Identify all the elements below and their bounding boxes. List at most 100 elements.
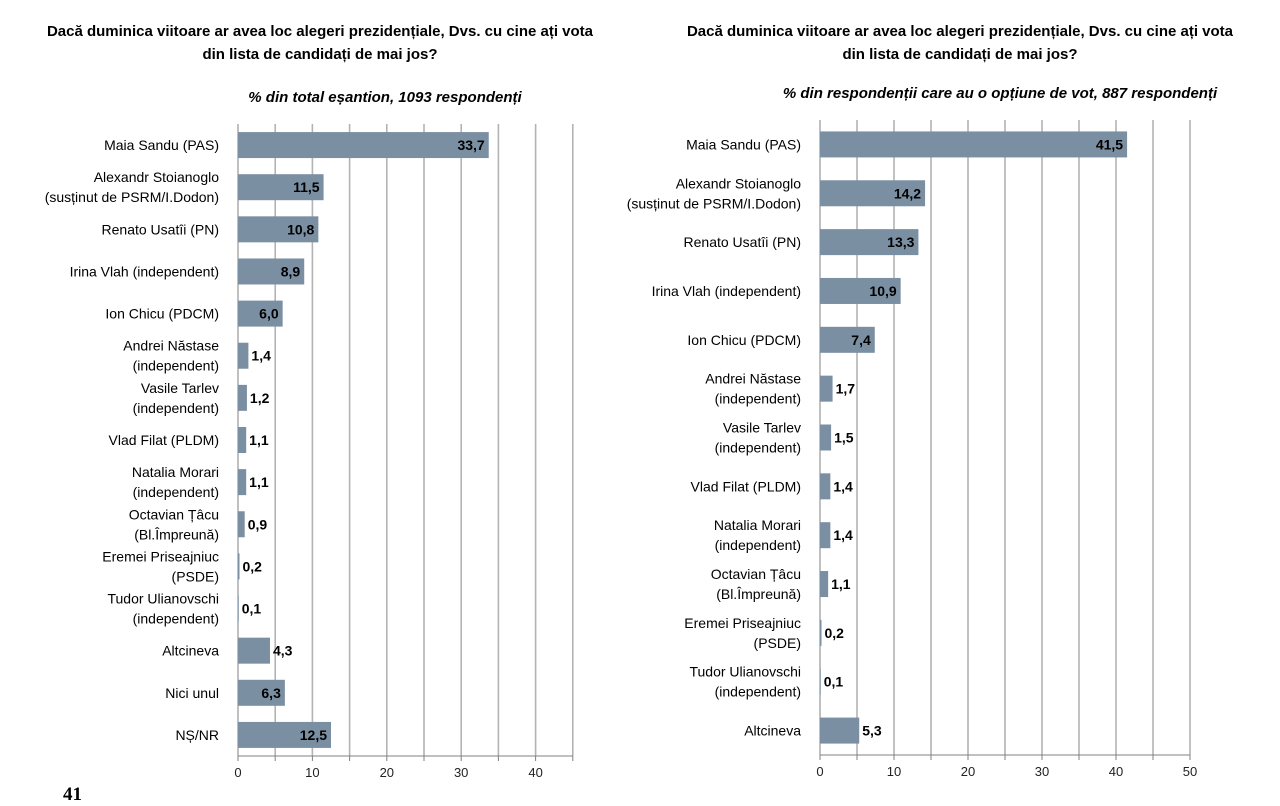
category-label-line: (independent) xyxy=(715,537,801,553)
data-label: 1,5 xyxy=(834,430,854,446)
bar xyxy=(238,637,270,664)
chart-title-line: Dacă duminica viitoare ar avea loc alege… xyxy=(46,23,594,40)
category-label-line: Vasile Tarlev xyxy=(141,380,219,396)
x-tick-label: 10 xyxy=(305,765,319,780)
category-label-line: Ion Chicu (PDCM) xyxy=(687,332,801,348)
category-label: Alexandr Stoianoglo (susținut de PSRM/I.D… xyxy=(45,169,220,205)
page-number: 41 xyxy=(63,784,82,805)
chart-title-text: Dacă duminica viitoare ar avea loc alege… xyxy=(640,20,1280,66)
category-label-line: Tudor Ulianovschi xyxy=(107,591,219,607)
category-label-line: Andrei Năstase xyxy=(705,371,801,387)
data-label: 10,8 xyxy=(287,221,314,237)
bar xyxy=(238,384,247,411)
category-label-line: (Bl.Împreună) xyxy=(134,526,219,542)
x-tick-label: 0 xyxy=(234,765,241,780)
category-label: Octavian Țâcu (Bl.Împreună) xyxy=(711,566,801,602)
category-label-line: Ion Chicu (PDCM) xyxy=(105,306,219,322)
data-label: 11,5 xyxy=(293,179,320,195)
category-label-line: Renato Usatîi (PN) xyxy=(684,234,801,250)
data-label: 0,1 xyxy=(242,601,262,617)
data-label: 0,2 xyxy=(824,625,844,641)
data-label: 5,3 xyxy=(862,723,882,739)
category-label: Irina Vlah (independent) xyxy=(652,283,801,299)
bar xyxy=(238,553,240,580)
bar xyxy=(238,258,305,285)
category-label: Eremei Priseajniuc (PSDE) xyxy=(102,548,219,584)
category-label: Renato Usatîi (PN) xyxy=(102,221,219,237)
bar xyxy=(820,571,829,598)
data-label: 1,4 xyxy=(833,527,853,543)
category-label-line: Altcineva xyxy=(162,643,219,659)
category-label: Vasile Tarlev (independent) xyxy=(133,380,219,416)
category-label-line: Alexandr Stoianoglo xyxy=(676,175,802,191)
data-label: 6,0 xyxy=(259,306,279,322)
bar xyxy=(820,180,926,207)
data-label: 0,1 xyxy=(824,674,844,690)
category-label-line: Irina Vlah (independent) xyxy=(70,263,219,279)
data-label: 1,7 xyxy=(836,381,856,397)
category-label: Maia Sandu (PAS) xyxy=(686,136,801,152)
data-label: 8,9 xyxy=(281,263,301,279)
data-label: 41,5 xyxy=(1096,136,1123,152)
category-label: Ion Chicu (PDCM) xyxy=(687,332,801,348)
category-label-line: Irina Vlah (independent) xyxy=(652,283,801,299)
data-label: 1,4 xyxy=(251,348,271,364)
bar xyxy=(238,595,239,622)
category-label-line: Nici unul xyxy=(165,685,219,701)
bar xyxy=(238,216,319,243)
category-label-line: NȘ/NR xyxy=(175,727,219,743)
category-label-line: Maia Sandu (PAS) xyxy=(686,136,801,152)
data-label: 14,2 xyxy=(894,185,921,201)
category-label-line: Natalia Morari xyxy=(132,464,219,480)
category-label: Vasile Tarlev (independent) xyxy=(715,420,801,456)
category-label-line: Octavian Țâcu xyxy=(711,566,801,582)
data-label: 6,3 xyxy=(261,685,281,701)
category-label: Tudor Ulianovschi (independent) xyxy=(107,591,219,627)
bar xyxy=(238,174,324,201)
chart-title: Dacă duminica viitoare ar avea loc alege… xyxy=(0,20,640,66)
x-tick-label: 50 xyxy=(1183,764,1197,779)
gridlines xyxy=(856,120,1191,755)
bar xyxy=(820,229,919,256)
chart-title-text: Dacă duminica viitoare ar avea loc alege… xyxy=(0,20,640,66)
bar xyxy=(238,721,331,748)
category-label: Vlad Filat (PLDM) xyxy=(691,478,801,494)
x-tick-label: 20 xyxy=(380,765,394,780)
category-label-line: (independent) xyxy=(715,391,801,407)
bar xyxy=(820,668,821,695)
category-label: Altcineva xyxy=(162,643,219,659)
x-tick-label: 30 xyxy=(1035,764,1049,779)
chart-subtitle: % din total eșantion, 1093 respondenți xyxy=(248,89,522,106)
category-label-line: (independent) xyxy=(133,484,219,500)
chart-title: Dacă duminica viitoare ar avea loc alege… xyxy=(640,20,1280,66)
category-label: Natalia Morari (independent) xyxy=(714,517,801,553)
bar xyxy=(238,469,247,496)
category-label-line: (susținut de PSRM/I.Dodon) xyxy=(45,189,219,205)
bar xyxy=(820,473,831,500)
chart-subtitle: % din respondenții care au o opțiune de … xyxy=(782,85,1218,102)
data-label: 1,1 xyxy=(831,576,851,592)
category-label-line: Andrei Năstase xyxy=(123,338,219,354)
bar xyxy=(238,679,285,706)
category-label-line: (PSDE) xyxy=(172,568,219,584)
category-label: Octavian Țâcu (Bl.Împreună) xyxy=(129,506,219,542)
data-label: 33,7 xyxy=(457,137,484,153)
category-label-line: (independent) xyxy=(133,358,219,374)
category-label: Altcineva xyxy=(744,723,801,739)
category-label: Maia Sandu (PAS) xyxy=(104,137,219,153)
bar-plot: 0 10 20 30 40 33,7 Maia Sandu (PAS) 11,5 Alexand… xyxy=(45,124,574,780)
category-label-line: Octavian Țâcu xyxy=(129,506,219,522)
category-label-line: Maia Sandu (PAS) xyxy=(104,137,219,153)
category-label-line: Altcineva xyxy=(744,723,801,739)
category-label-line: (independent) xyxy=(133,400,219,416)
category-label-line: Eremei Priseajniuc xyxy=(102,548,219,564)
x-tick-label: 40 xyxy=(1109,764,1123,779)
bar xyxy=(820,326,875,353)
bar xyxy=(820,424,832,451)
category-label-line: Vlad Filat (PLDM) xyxy=(109,432,219,448)
data-label: 1,1 xyxy=(249,432,269,448)
category-label-line: Vasile Tarlev xyxy=(723,420,801,436)
bar xyxy=(820,522,831,549)
bar xyxy=(238,511,245,538)
data-label: 0,2 xyxy=(242,558,262,574)
